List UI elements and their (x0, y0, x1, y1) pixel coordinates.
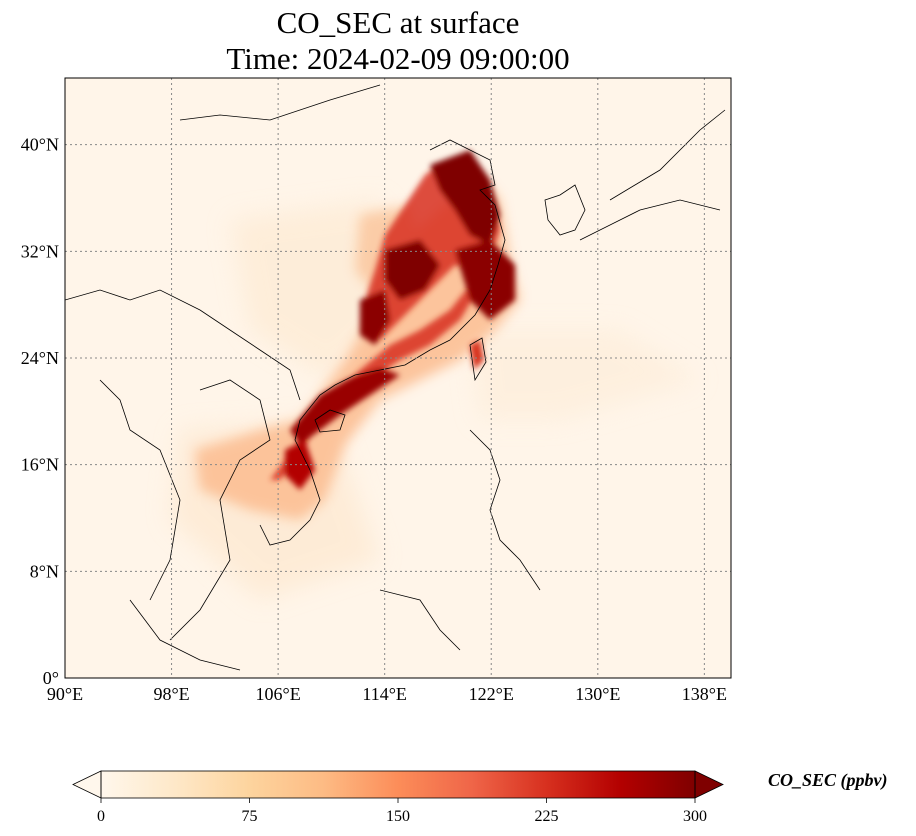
colorbar-ramp (101, 771, 695, 798)
colorbar-ticks: 0 75 150 225 300 (97, 798, 707, 825)
colorbar-tick-label: 75 (242, 808, 258, 825)
y-tick-label: 24°N (21, 348, 59, 368)
y-tick-label: 32°N (21, 241, 59, 261)
x-tick-label: 130°E (575, 684, 620, 704)
y-tick-label: 0° (43, 668, 59, 688)
colorbar-extend-high (694, 770, 724, 799)
colorbar-tick-label: 225 (535, 808, 559, 825)
colorbar-label: CO_SEC (ppbv) (768, 770, 888, 790)
y-tick-label: 16°N (21, 455, 59, 475)
y-tick-label: 8°N (30, 561, 59, 581)
x-tick-label: 106°E (256, 684, 301, 704)
field-core-delta (455, 240, 515, 320)
y-tick-label: 40°N (21, 135, 59, 155)
map-title: CO_SEC at surface (276, 5, 520, 40)
concentration-field (65, 78, 731, 678)
map-gridlines (65, 78, 731, 678)
coastlines (65, 84, 726, 671)
field-core-center (385, 240, 440, 300)
map-ticks: 90°E 98°E 106°E 114°E 122°E 130°E 138°E 0° 8°N 16… (21, 135, 727, 704)
colorbar-extend-low (72, 770, 102, 799)
x-tick-label: 114°E (362, 684, 407, 704)
field-taiwan-spot (470, 340, 484, 370)
field-haze-east (470, 330, 700, 420)
x-tick-label: 138°E (682, 684, 727, 704)
colorbar-tick-label: 300 (683, 808, 707, 825)
x-tick-label: 90°E (47, 684, 83, 704)
colorbar-tick-label: 150 (386, 808, 410, 825)
field-core-north (430, 150, 500, 245)
x-tick-label: 122°E (469, 684, 514, 704)
colorbar-tick-label: 0 (97, 808, 105, 825)
map-subtitle: Time: 2024-02-09 09:00:00 (226, 41, 570, 76)
map-frame (64, 77, 732, 679)
colorbar: 0 75 150 225 300 (72, 770, 724, 825)
field-core-westarm (360, 290, 390, 345)
x-tick-label: 98°E (153, 684, 189, 704)
